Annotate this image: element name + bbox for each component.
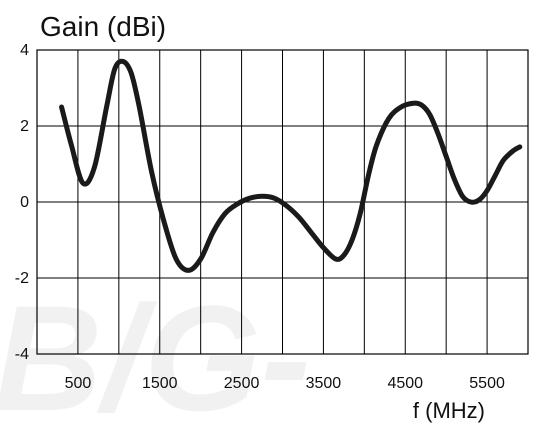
y-tick-label: 0 [20, 194, 29, 211]
y-tick-label: 2 [20, 118, 29, 135]
y-tick-label: 4 [20, 42, 29, 59]
y-tick-label: -2 [15, 270, 29, 287]
chart-title: Gain (dBi) [40, 11, 166, 42]
x-tick-label: 4500 [387, 375, 423, 392]
x-tick-label: 2500 [224, 375, 260, 392]
x-tick-label: 5500 [469, 375, 505, 392]
x-tick-labels: 500 1500 2500 3500 4500 5500 [65, 375, 505, 392]
x-axis-label: f (MHz) [413, 398, 485, 423]
x-tick-label: 3500 [306, 375, 342, 392]
x-tick-label: 1500 [142, 375, 178, 392]
y-tick-label: -4 [15, 346, 29, 363]
y-tick-labels: 4 2 0 -2 -4 [15, 42, 29, 363]
plot-frame [36, 49, 529, 355]
gain-series-line [59, 58, 523, 273]
x-tick-label: 500 [65, 375, 92, 392]
watermark: B/G- [0, 274, 311, 432]
